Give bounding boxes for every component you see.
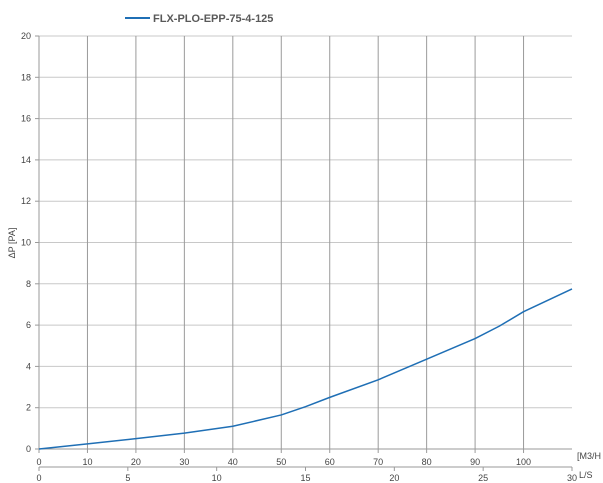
x-secondary-tick-label: 0 <box>36 473 41 483</box>
grid <box>39 35 572 450</box>
legend-label: FLX-PLO-EPP-75-4-125 <box>153 13 273 25</box>
x-secondary-tick-label: 25 <box>478 473 488 483</box>
axes <box>38 36 572 468</box>
x-tick-label: 40 <box>228 457 238 467</box>
y-tick-label: 0 <box>26 444 31 454</box>
x-tick-label: 0 <box>36 457 41 467</box>
y-tick-label: 2 <box>26 403 31 413</box>
x-secondary-tick-label: 5 <box>125 473 130 483</box>
x-tick-label: 60 <box>325 457 335 467</box>
x-secondary-tick-label: 20 <box>389 473 399 483</box>
x-axis-primary-ticks: 0 10 20 30 40 50 60 70 80 90 100 <box>36 449 531 467</box>
y-tick-label: 18 <box>21 72 31 82</box>
x-tick-label: 80 <box>422 457 432 467</box>
series-line <box>38 288 573 450</box>
x-secondary-tick-label: 30 <box>567 473 577 483</box>
y-tick-label: 8 <box>26 279 31 289</box>
x-axis-secondary-title: L/S <box>579 470 593 480</box>
x-tick-label: 50 <box>276 457 286 467</box>
x-tick-label: 30 <box>179 457 189 467</box>
x-secondary-tick-label: 15 <box>300 473 310 483</box>
y-tick-label: 20 <box>21 31 31 41</box>
x-tick-label: 20 <box>131 457 141 467</box>
x-tick-label: 10 <box>82 457 92 467</box>
y-tick-label: 6 <box>26 320 31 330</box>
x-tick-label: 100 <box>516 457 531 467</box>
y-axis-ticks: 0 2 4 6 8 10 12 14 16 18 20 <box>21 31 39 454</box>
x-secondary-tick-label: 10 <box>212 473 222 483</box>
y-tick-label: 12 <box>21 196 31 206</box>
x-axis-primary-title: [M3/H <box>577 451 601 461</box>
y-axis-title: ΔP [PA] <box>7 228 17 259</box>
y-tick-label: 10 <box>21 238 31 248</box>
x-tick-label: 90 <box>470 457 480 467</box>
legend: FLX-PLO-EPP-75-4-125 <box>125 13 273 25</box>
y-tick-label: 16 <box>21 114 31 124</box>
x-tick-label: 70 <box>373 457 383 467</box>
y-tick-label: 14 <box>21 155 31 165</box>
y-tick-label: 4 <box>26 361 31 371</box>
series <box>38 288 573 450</box>
x-axis-secondary-ticks: 0 5 10 15 20 25 30 <box>36 467 577 483</box>
